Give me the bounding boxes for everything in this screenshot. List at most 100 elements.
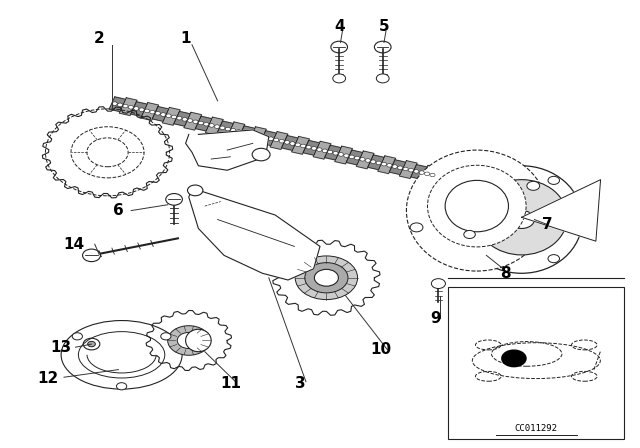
Circle shape xyxy=(198,121,204,125)
Circle shape xyxy=(322,149,327,153)
Circle shape xyxy=(464,230,476,238)
Circle shape xyxy=(509,211,534,228)
Circle shape xyxy=(419,171,424,174)
Circle shape xyxy=(161,113,166,116)
Polygon shape xyxy=(346,150,363,165)
Circle shape xyxy=(252,134,257,137)
Circle shape xyxy=(306,146,311,149)
Polygon shape xyxy=(313,141,331,159)
Ellipse shape xyxy=(476,180,567,255)
Circle shape xyxy=(371,160,376,164)
Ellipse shape xyxy=(445,181,509,232)
Circle shape xyxy=(331,41,348,53)
Polygon shape xyxy=(324,145,341,160)
Circle shape xyxy=(168,326,210,355)
Circle shape xyxy=(193,120,198,124)
Polygon shape xyxy=(131,102,147,116)
Circle shape xyxy=(414,170,419,173)
Circle shape xyxy=(376,74,389,83)
Text: 13: 13 xyxy=(50,340,72,355)
Polygon shape xyxy=(421,165,438,183)
Polygon shape xyxy=(303,140,319,155)
Circle shape xyxy=(209,124,214,127)
Circle shape xyxy=(172,115,177,119)
Polygon shape xyxy=(109,97,125,112)
Circle shape xyxy=(403,167,408,171)
Text: 12: 12 xyxy=(37,371,59,386)
Circle shape xyxy=(328,150,333,154)
Text: 5: 5 xyxy=(379,19,389,34)
Circle shape xyxy=(83,249,100,262)
Ellipse shape xyxy=(406,150,547,271)
Polygon shape xyxy=(389,160,406,175)
Circle shape xyxy=(134,107,139,110)
Ellipse shape xyxy=(461,166,582,273)
Polygon shape xyxy=(292,137,309,154)
Circle shape xyxy=(145,109,150,113)
Circle shape xyxy=(349,155,355,159)
Circle shape xyxy=(177,332,200,349)
Circle shape xyxy=(312,146,317,150)
Circle shape xyxy=(257,134,262,138)
Text: 9: 9 xyxy=(430,310,440,326)
Circle shape xyxy=(305,263,348,293)
Circle shape xyxy=(274,138,279,142)
Circle shape xyxy=(279,139,284,143)
Circle shape xyxy=(116,383,127,390)
Circle shape xyxy=(376,161,381,165)
Text: 8: 8 xyxy=(500,266,511,281)
Circle shape xyxy=(387,164,392,167)
Circle shape xyxy=(360,158,365,161)
Bar xyxy=(448,287,624,439)
Circle shape xyxy=(72,333,83,340)
Circle shape xyxy=(365,159,371,162)
Polygon shape xyxy=(205,117,223,135)
Circle shape xyxy=(204,122,209,126)
Circle shape xyxy=(317,148,322,151)
Circle shape xyxy=(355,156,360,160)
Circle shape xyxy=(139,108,144,112)
Polygon shape xyxy=(239,126,255,141)
Text: 10: 10 xyxy=(370,342,392,357)
Polygon shape xyxy=(368,155,384,170)
Circle shape xyxy=(166,194,182,205)
Circle shape xyxy=(333,151,338,155)
Circle shape xyxy=(156,112,161,115)
Polygon shape xyxy=(260,131,276,146)
Polygon shape xyxy=(184,112,202,130)
Polygon shape xyxy=(282,136,298,151)
Circle shape xyxy=(252,148,270,161)
Circle shape xyxy=(339,153,344,156)
Polygon shape xyxy=(119,98,137,116)
Polygon shape xyxy=(522,180,600,241)
Circle shape xyxy=(397,166,403,169)
Ellipse shape xyxy=(428,165,526,247)
Circle shape xyxy=(236,129,241,133)
Text: 1: 1 xyxy=(180,30,191,46)
Circle shape xyxy=(230,129,236,132)
Circle shape xyxy=(344,154,349,157)
Polygon shape xyxy=(248,127,266,145)
Polygon shape xyxy=(186,130,269,170)
Polygon shape xyxy=(356,151,374,169)
Polygon shape xyxy=(163,108,180,125)
Circle shape xyxy=(548,177,559,185)
Circle shape xyxy=(333,74,346,83)
Circle shape xyxy=(241,131,246,134)
Text: 3: 3 xyxy=(296,375,306,391)
Circle shape xyxy=(290,142,295,145)
Polygon shape xyxy=(195,116,212,131)
Polygon shape xyxy=(378,156,396,174)
Circle shape xyxy=(527,181,540,190)
Circle shape xyxy=(295,143,300,146)
Circle shape xyxy=(392,165,397,168)
Polygon shape xyxy=(411,164,428,179)
Circle shape xyxy=(408,168,413,172)
Circle shape xyxy=(314,269,339,286)
Text: CC011292: CC011292 xyxy=(515,424,558,433)
Circle shape xyxy=(88,341,95,347)
Circle shape xyxy=(150,110,155,114)
Circle shape xyxy=(431,279,445,289)
Polygon shape xyxy=(174,112,190,126)
Polygon shape xyxy=(189,188,320,280)
